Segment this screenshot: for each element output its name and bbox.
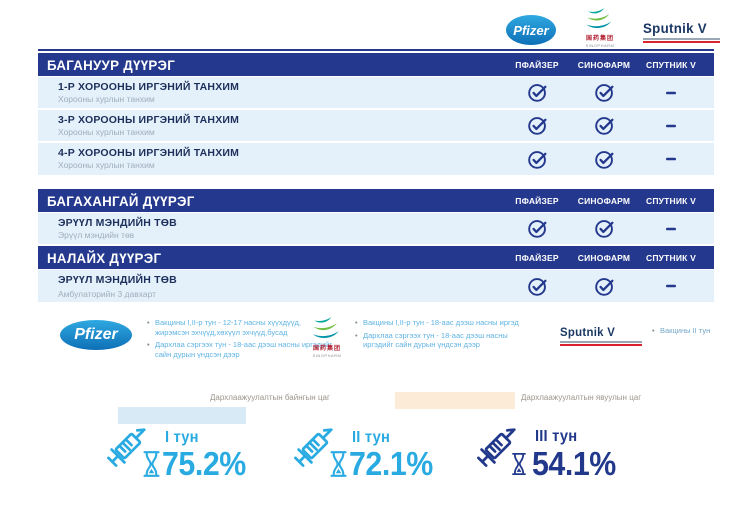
- table-row: ЭРҮҮЛ МЭНДИЙН ТӨВ Эрүүл мэндийн төв: [38, 213, 714, 244]
- pfizer-logo-text: Pfizer: [513, 22, 549, 38]
- dose-label: II тун: [352, 429, 391, 446]
- hourglass-icon: [512, 452, 526, 476]
- stat-caption-right: Дархлаажуулалтын явуулын цаг: [521, 393, 642, 402]
- legend-bullet: Вакцины II тун: [652, 326, 737, 336]
- check-icon: [504, 270, 570, 302]
- sputnik-logo: Sputnik V: [643, 20, 720, 43]
- check-icon: [504, 110, 570, 141]
- legend-bullet: Вакцины I,II-р тун - 18-аас дээш насны и…: [355, 318, 535, 328]
- legend-bullet: Дархлаа сэргээх тун - 18-аас дээш насны …: [355, 331, 535, 350]
- sinopharm-cn-text: 国药集团: [312, 346, 341, 352]
- site-title: 3-Р ХОРООНЫ ИРГЭНИЙ ТАНХИМ: [58, 114, 240, 126]
- sinopharm-en-text: SINOPHARM: [312, 353, 342, 358]
- site-subtitle: Хорооны хурлын танхим: [58, 127, 155, 137]
- check-icon: [571, 143, 637, 175]
- sinopharm-en-text: SINOPHARM: [585, 43, 615, 48]
- sinopharm-logo: 国药集团 SINOPHARM: [581, 7, 619, 48]
- dose-label: III тун: [535, 428, 578, 445]
- check-icon: [504, 77, 570, 108]
- site-title: 4-Р ХОРООНЫ ИРГЭНИЙ ТАНХИМ: [58, 147, 240, 159]
- section-header-baganuur: БАГАНУУР ДҮҮРЭГ ПФАЙЗЕР СИНОФАРМ СПУТНИК…: [38, 53, 714, 76]
- pfizer-legend-logo: Pfizer: [60, 320, 132, 350]
- sputnik-red-bar: [643, 41, 720, 43]
- site-title: ЭРҮҮЛ МЭНДИЙН ТӨВ: [58, 274, 177, 286]
- dose-value: 54.1%: [532, 445, 616, 482]
- sputnik-tagline-bar: [560, 341, 642, 343]
- site-subtitle: Хорооны хурлын танхим: [58, 160, 155, 170]
- column-header-sinopharm: СИНОФАРМ: [577, 196, 631, 206]
- dose-value: 75.2%: [162, 445, 246, 482]
- dose-value: 72.1%: [349, 445, 433, 482]
- sinopharm-legend-bullets: Вакцины I,II-р тун - 18-аас дээш насны и…: [355, 318, 535, 353]
- check-icon: [571, 77, 637, 108]
- site-subtitle: Амбулаторийн 3 давхарт: [58, 289, 157, 299]
- check-icon: [571, 110, 637, 141]
- site-title: ЭРҮҮЛ МЭНДИЙН ТӨВ: [58, 217, 177, 229]
- table-row: ЭРҮҮЛ МЭНДИЙН ТӨВ Амбулаторийн 3 давхарт: [38, 270, 714, 302]
- column-header-sinopharm: СИНОФАРМ: [577, 60, 631, 70]
- column-header-sputnik: СПУТНИК V: [646, 253, 696, 263]
- sputnik-logo-text: Sputnik V: [643, 20, 707, 36]
- check-icon: [504, 143, 570, 175]
- column-header-pfizer: ПФАЙЗЕР: [515, 196, 559, 206]
- dose-label: I тун: [165, 429, 199, 446]
- table-top-rule: [38, 49, 714, 51]
- column-header-sinopharm: СИНОФАРМ: [577, 253, 631, 263]
- dash-icon: [638, 143, 704, 175]
- site-title: 1-Р ХОРООНЫ ИРГЭНИЙ ТАНХИМ: [58, 81, 240, 93]
- pfizer-logo: Pfizer: [506, 15, 556, 45]
- section-header-bagakhangai: БАГАХАНГАЙ ДҮҮРЭГ ПФАЙЗЕР СИНОФАРМ СПУТН…: [38, 189, 714, 212]
- hourglass-icon: [330, 451, 347, 477]
- sputnik-logo-text: Sputnik V: [560, 325, 616, 339]
- legend-bullet: Вакцины I,II-р тун - 12-17 насны хүүхдүү…: [147, 318, 337, 337]
- table-row: 4-Р ХОРООНЫ ИРГЭНИЙ ТАНХИМ Хорооны хурлы…: [38, 143, 714, 175]
- legend-bullet: Дархлаа сэргээх тун - 18-аас дээш насны …: [147, 340, 337, 359]
- syringe-icon: [477, 428, 516, 467]
- site-subtitle: Эрүүл мэндийн төв: [58, 230, 135, 240]
- district-title: БАГАХАНГАЙ ДҮҮРЭГ: [47, 193, 195, 209]
- site-subtitle: Хорооны хурлын танхим: [58, 94, 155, 104]
- section-header-nalaikh: НАЛАЙХ ДҮҮРЭГ ПФАЙЗЕР СИНОФАРМ СПУТНИК V: [38, 246, 714, 269]
- dash-icon: [638, 77, 704, 108]
- highlight-bar-blue: [118, 407, 246, 424]
- dash-icon: [638, 213, 704, 244]
- column-header-sputnik: СПУТНИК V: [646, 60, 696, 70]
- column-header-pfizer: ПФАЙЗЕР: [515, 60, 559, 70]
- sinopharm-waves-icon: [586, 7, 612, 29]
- sputnik-legend-logo: Sputnik V: [560, 325, 642, 346]
- table-row: 1-Р ХОРООНЫ ИРГЭНИЙ ТАНХИМ Хорооны хурлы…: [38, 77, 714, 108]
- sinopharm-waves-icon: [312, 316, 339, 339]
- syringe-icon: [294, 428, 333, 467]
- column-header-pfizer: ПФАЙЗЕР: [515, 253, 559, 263]
- syringe-icon: [107, 428, 146, 467]
- pfizer-logo-text: Pfizer: [74, 326, 118, 343]
- dash-icon: [638, 270, 704, 302]
- check-icon: [571, 213, 637, 244]
- stat-caption-left: Дархлаажуулалтын байнгын цаг: [210, 393, 330, 402]
- sputnik-legend-bullets: Вакцины II тун: [652, 326, 737, 339]
- sinopharm-cn-text: 国药集团: [585, 36, 614, 42]
- district-title: БАГАНУУР ДҮҮРЭГ: [47, 57, 176, 73]
- pfizer-legend-bullets: Вакцины I,II-р тун - 12-17 насны хүүхдүү…: [147, 318, 337, 362]
- dash-icon: [638, 110, 704, 141]
- sputnik-red-bar: [560, 344, 642, 346]
- sinopharm-legend-logo: 国药集团 SINOPHARM: [306, 316, 348, 358]
- column-header-sputnik: СПУТНИК V: [646, 196, 696, 206]
- sputnik-tagline-bar: [643, 38, 720, 40]
- hourglass-icon: [143, 451, 160, 477]
- highlight-bar-peach: [395, 392, 515, 409]
- district-title: НАЛАЙХ ДҮҮРЭГ: [47, 250, 162, 266]
- check-icon: [504, 213, 570, 244]
- check-icon: [571, 270, 637, 302]
- table-row: 3-Р ХОРООНЫ ИРГЭНИЙ ТАНХИМ Хорооны хурлы…: [38, 110, 714, 141]
